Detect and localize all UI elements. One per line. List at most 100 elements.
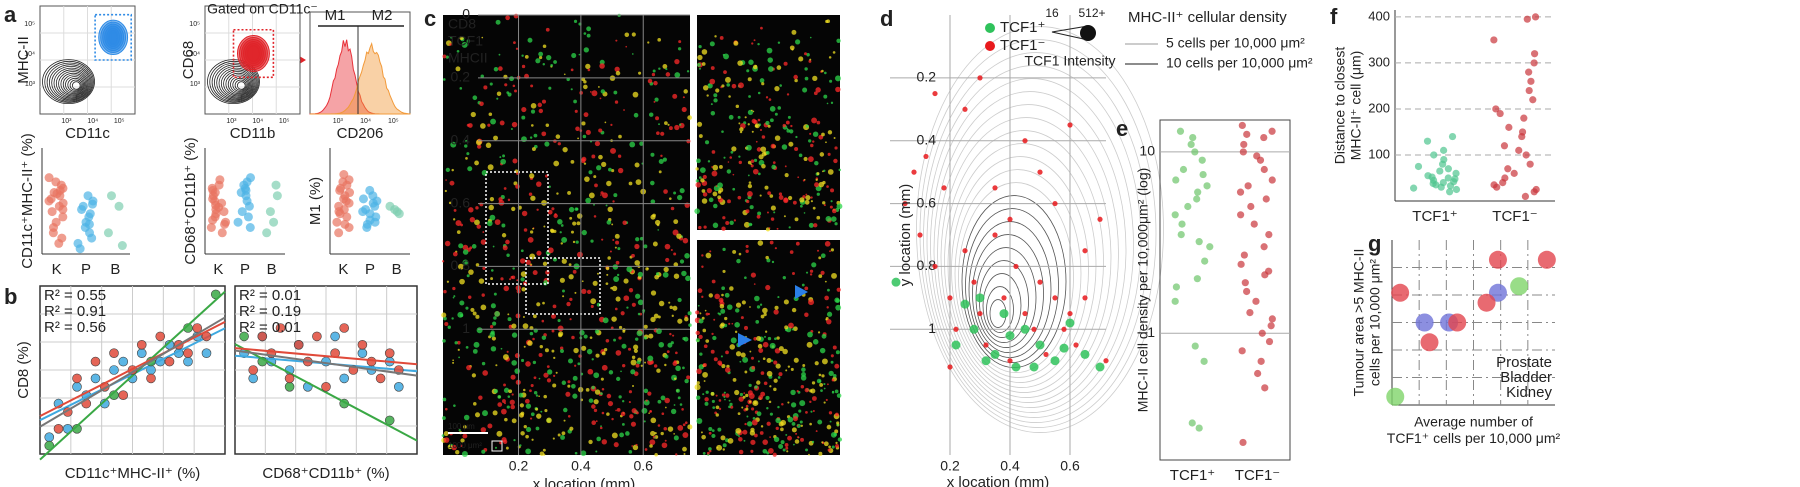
cell-signal [712,335,717,341]
cell-signal [737,115,741,119]
x-tick-label: 0.2 [509,458,529,474]
cell-signal [794,78,798,83]
x-tick-label: 0.4 [571,458,591,474]
cell-signal [675,351,678,355]
cell-signal [729,156,733,159]
channel-legend: MHCII [448,50,488,66]
cell-signal [631,253,635,258]
cell-signal [599,426,603,430]
cell-signal [771,260,775,264]
cell-signal [451,444,457,451]
cell-signal [780,419,787,426]
cell-signal [715,413,719,417]
cell-signal [502,354,509,360]
cell-signal [834,146,838,150]
cell-signal [722,247,726,252]
cell-signal [557,142,561,146]
cell-signal [500,158,507,165]
cell-signal [798,56,804,62]
cell-signal [601,364,608,371]
cell-signal [820,389,823,392]
cell-signal [481,449,486,454]
y-tick-label: 0.8 [917,257,937,273]
cell-signal [568,263,572,267]
cell-signal [530,195,536,201]
cell-signal [580,450,587,457]
cell-signal [489,325,494,329]
data-point [1444,165,1452,173]
cell-signal [652,69,656,73]
cell-signal [650,430,656,437]
cell-signal [567,380,571,384]
data-point [1059,343,1069,353]
cell-signal [681,408,684,411]
cell-signal [616,273,620,277]
contour-line [225,72,252,96]
cell-signal [773,360,778,365]
cell-signal [664,439,667,442]
cell-signal [791,271,795,275]
data-point [1029,362,1039,372]
cell-signal [720,435,726,441]
cell-signal [643,399,650,406]
cell-signal [673,377,677,381]
cell-signal [550,63,554,67]
cell-signal [701,62,706,66]
cell-signal [683,89,688,94]
cell-signal [819,347,826,354]
cell-signal [716,446,719,449]
x-tick-label: P [81,261,91,278]
cell-signal [657,229,660,231]
data-point [103,228,113,238]
data-point [362,223,372,232]
data-point [1011,362,1021,372]
cell-signal [472,348,478,354]
cell-signal [804,199,810,205]
cell-signal [711,433,716,439]
cell-signal [465,157,468,160]
cell-signal [560,242,564,245]
cell-signal [531,438,534,441]
cell-signal [551,313,557,319]
cell-signal [718,407,722,411]
data-point [1095,362,1105,372]
cell-signal [572,375,578,381]
cell-signal [471,244,477,249]
cell-signal [744,276,747,280]
legend-label: Kidney [1506,384,1552,401]
cell-signal [520,249,524,253]
cell-signal [607,206,613,213]
data-point [284,373,295,384]
cell-signal [739,360,742,363]
cell-signal [658,341,665,348]
cell-signal [629,141,636,148]
cell-signal [702,393,705,396]
cell-signal [459,278,465,285]
cell-signal [466,364,472,371]
cell-signal [703,225,707,229]
cell-signal [698,176,702,179]
cell-signal [677,425,684,431]
data-point [1530,50,1539,58]
cell-signal [509,399,515,405]
data-point [248,365,258,375]
cell-signal [571,335,575,340]
cell-signal [442,339,446,343]
cell-signal [656,223,660,227]
y-tick-label: 100 [1368,146,1390,161]
cell-signal [503,187,507,190]
cell-signal [821,374,825,378]
cell-signal [557,325,564,332]
cell-signal [649,112,654,117]
cell-signal [835,443,840,448]
cell-signal [750,356,754,360]
cell-signal [635,363,640,368]
density-contour [923,52,1149,423]
cell-signal [826,383,829,386]
cell-signal [449,180,455,186]
cell-signal [593,215,597,218]
cell-signal [553,356,556,359]
cell-signal [799,204,803,208]
cell-signal [675,453,678,456]
cell-signal [523,425,527,429]
